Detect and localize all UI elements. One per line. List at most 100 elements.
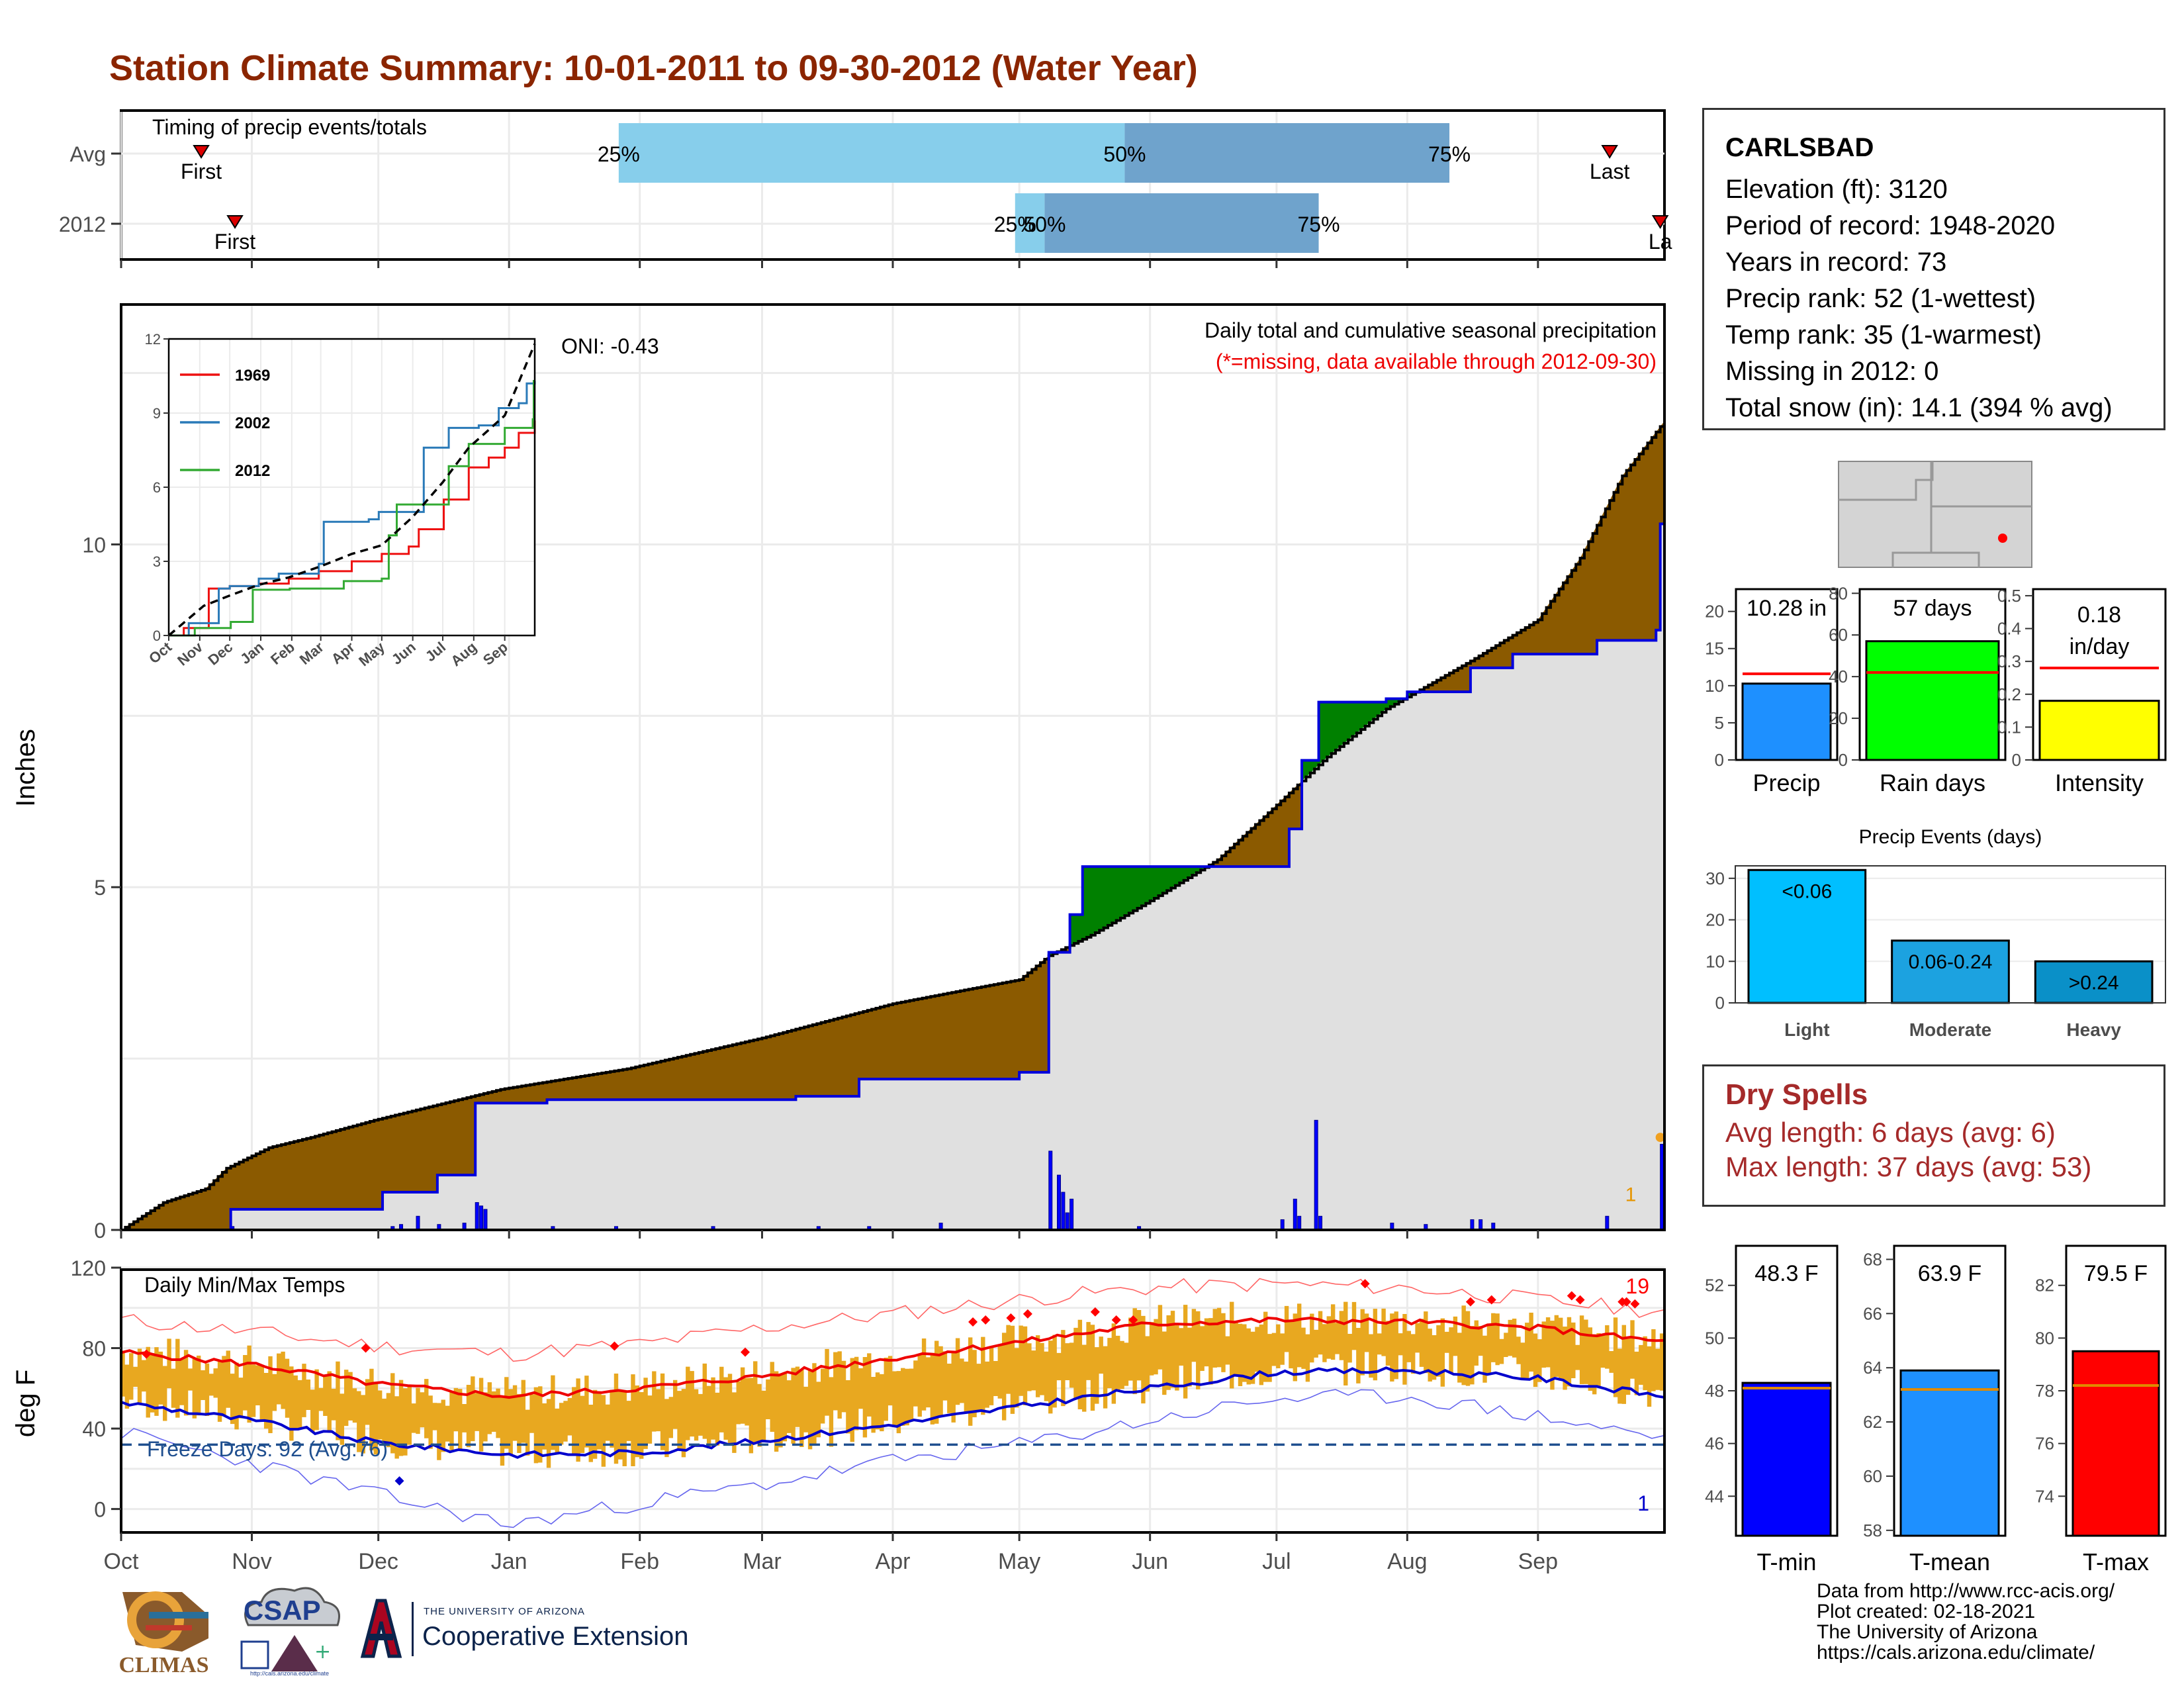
precip-obs-cumulative-line (121, 522, 1664, 1231)
temp-bar-t-max-bar (2071, 1350, 2160, 1537)
temp-bar-t-mean-bar (1899, 1369, 2000, 1537)
summary-rain-days-y-tick-label: 40 (1829, 667, 1848, 686)
csap-logo-text: CSAP (244, 1595, 321, 1626)
month-axis-label: Nov (232, 1549, 271, 1574)
temp-record-high-marker (142, 1349, 152, 1359)
temp-y-tick-label: 0 (94, 1498, 106, 1522)
dry-spells-avg: Avg length: 6 days (avg: 6) (1725, 1117, 2056, 1148)
dry-spells-title: Dry Spells (1725, 1078, 1868, 1111)
month-axis-label: Jun (1132, 1549, 1168, 1574)
month-axis-label: Oct (104, 1549, 139, 1574)
inset-avg-line (167, 343, 536, 637)
summary-intensity-value-label: 0.18 (2077, 602, 2121, 628)
temp-bar-t-mean-y-tick-label: 64 (1863, 1358, 1882, 1378)
timing-q75-label: 75% (1428, 142, 1471, 166)
temp-record-min-line (120, 1389, 1665, 1528)
station-missing: Missing in 2012: 0 (1725, 357, 1939, 386)
temp-bar-t-min-y-tick-label: 50 (1705, 1328, 1724, 1348)
precip-daily-bar (1280, 1219, 1285, 1231)
station-snow: Total snow (in): 14.1 (394 % avg) (1725, 393, 2113, 422)
uofa-divider (412, 1602, 414, 1656)
record-high-count: 19 (1625, 1274, 1649, 1298)
precip-events-bar-label: <0.06 (1782, 880, 1832, 902)
temp-record-high-marker (361, 1343, 371, 1353)
summary-intensity-y-tick-label: 0 (2012, 750, 2021, 770)
temp-y-tick-label: 120 (71, 1256, 106, 1280)
inset-y-tick-label: 0 (153, 628, 161, 644)
month-axis-label: Dec (358, 1549, 398, 1574)
timing-bar-q25-q50 (1015, 193, 1045, 253)
month-axis-label: May (998, 1549, 1040, 1574)
temp-bar-t-mean-name: T-mean (1909, 1548, 1990, 1575)
precip-daily-bar (1061, 1192, 1066, 1231)
precip-daily-bar (1048, 1150, 1053, 1231)
temp-bar-t-max-y-tick-label: 80 (2035, 1328, 2054, 1348)
temp-record-high-marker (981, 1315, 991, 1325)
location-map (1838, 461, 2032, 568)
temp-record-max-line (120, 1278, 1665, 1362)
month-axis-label: Sep (1518, 1549, 1559, 1574)
temp-bar-t-min-y-tick-label: 48 (1705, 1381, 1724, 1401)
inset-y-tick-label: 3 (153, 553, 161, 570)
summary-intensity-y-tick-label: 0.3 (1997, 651, 2021, 671)
temp-record-high-marker (1486, 1295, 1496, 1305)
temp-record-high-marker (1575, 1295, 1585, 1305)
temp-bar-t-mean-y-tick-label: 58 (1863, 1521, 1882, 1540)
temp-record-high-marker (968, 1317, 978, 1327)
precip-events-bar (2034, 960, 2154, 1004)
temp-record-high-marker (1360, 1279, 1370, 1289)
temp-bar-t-max-name: T-max (2083, 1548, 2149, 1575)
summary-precip-y-tick-label: 5 (1715, 713, 1724, 733)
precip-daily-bar (1065, 1212, 1069, 1231)
inset-y-tick-label: 6 (153, 479, 161, 496)
page-title: Station Climate Summary: 10-01-2011 to 0… (109, 48, 1198, 88)
timing-q25-label: 25% (598, 142, 640, 166)
temp-record-high-marker (1630, 1299, 1640, 1309)
oni-label: ONI: -0.43 (561, 334, 659, 358)
svg-text:+: + (314, 1640, 331, 1664)
timing-bar-q50-q75 (1044, 193, 1319, 253)
temp-bar-t-min-bar (1741, 1382, 1832, 1537)
month-axis-label: Jul (1262, 1549, 1291, 1574)
freeze-days-label: Freeze Days: 92 (Avg:76) (147, 1437, 388, 1461)
temp-y-tick-label: 40 (82, 1417, 106, 1441)
precip-events-bar (1747, 868, 1867, 1004)
precip-daily-bar (1056, 1174, 1061, 1231)
summary-rain-days-value-label: 57 days (1893, 596, 1972, 621)
temp-bar-t-max-value-label: 79.5 F (2084, 1261, 2148, 1286)
timing-last-marker (1601, 145, 1618, 159)
precip-daily-bar (1660, 1144, 1664, 1231)
timing-first-label: First (214, 230, 255, 254)
month-axis-label: Apr (876, 1549, 911, 1574)
precip-events-y-tick-label: 0 (1715, 993, 1725, 1013)
summary-rain-days-y-tick-label: 80 (1829, 583, 1848, 603)
precip-daily-bar (1479, 1219, 1483, 1231)
summary-intensity-y-tick-label: 0.1 (1997, 717, 2021, 737)
temp-record-high-marker (1090, 1307, 1100, 1317)
station-years: Years in record: 73 (1725, 248, 1947, 277)
temp-bar-t-mean-y-tick-label: 60 (1863, 1466, 1882, 1486)
temp-bar-t-min-y-tick-label: 52 (1705, 1276, 1724, 1295)
dry-spells-box: Dry Spells Avg length: 6 days (avg: 6) M… (1702, 1064, 2165, 1207)
timing-bar-q25-q50 (618, 123, 1125, 183)
precip-end-marker (1655, 1133, 1665, 1143)
uofa-ext-text: Cooperative Extension (422, 1622, 689, 1651)
inset-y-tick-label: 12 (145, 331, 161, 348)
temp-panel-title: Daily Min/Max Temps (144, 1273, 345, 1297)
precip-events-bar-label: >0.24 (2069, 972, 2119, 994)
station-elevation: Elevation (ft): 3120 (1725, 175, 1948, 204)
temp-record-high-marker (1621, 1297, 1631, 1307)
map-region (1838, 461, 2032, 568)
inset-legend-label: 2012 (235, 462, 270, 480)
station-precip-rank: Precip rank: 52 (1-wettest) (1725, 284, 2036, 313)
precip-daily-bar (1314, 1119, 1318, 1231)
summary-precip-name: Precip (1752, 769, 1820, 796)
csap-logo: + CSAP http://cals.arizona.edu/climate (232, 1579, 347, 1681)
temp-bar-t-mean-y-tick-label: 66 (1863, 1303, 1882, 1323)
precip-events-category: Heavy (2066, 1019, 2121, 1040)
temp-bar-t-max-y-tick-label: 78 (2035, 1381, 2054, 1401)
timing-last-marker (1651, 215, 1669, 229)
temp-avg-max-line (120, 1316, 1665, 1399)
timing-first-marker (226, 215, 244, 229)
precip-daily-bar (483, 1209, 488, 1231)
